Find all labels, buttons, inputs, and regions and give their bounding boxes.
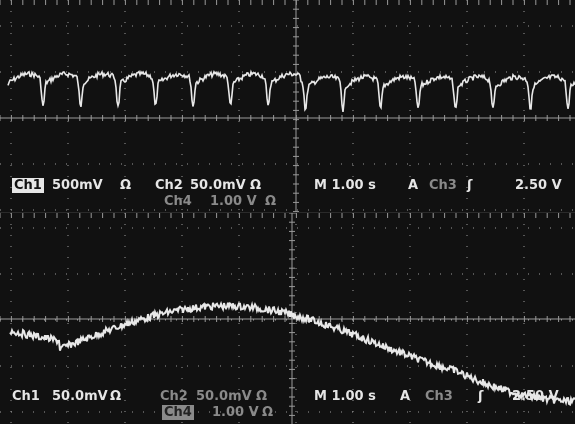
trigger-slope-icon: ʃ — [467, 178, 473, 193]
time-base: M 1.00 s — [314, 389, 376, 404]
time-base: M 1.00 s — [314, 178, 376, 193]
ch1-label: Ch1 — [12, 389, 40, 404]
ch2-label: Ch2 — [155, 178, 183, 193]
ch1-impedance: Ω — [120, 178, 132, 193]
trace-lower — [9, 300, 575, 407]
ch1-label: Ch1 — [12, 178, 44, 193]
trigger-level: 2.50 V — [515, 178, 562, 193]
ch4-label: Ch4 — [164, 194, 192, 209]
channel-readout-top: Ch1 500mV Ω Ch2 50.0mV Ω M 1.00 s A Ch3 … — [0, 178, 575, 212]
waveform-display-bottom — [0, 213, 575, 424]
waveform-display-top — [0, 0, 575, 212]
ch1-scale: 50.0mV — [52, 389, 108, 404]
ch4-impedance: Ω — [262, 405, 274, 420]
trace-upper — [7, 69, 575, 113]
ch2-scale: 50.0mV — [196, 389, 252, 404]
trigger-source: Ch3 — [425, 389, 453, 404]
ch2-label: Ch2 — [160, 389, 188, 404]
trigger-mode: A — [400, 389, 411, 404]
ch2-impedance: Ω — [256, 389, 268, 404]
trigger-slope-icon: ʃ — [478, 389, 484, 404]
ch4-impedance: Ω — [265, 194, 277, 209]
graticule — [0, 0, 575, 212]
oscilloscope-screen-bottom: Ch1 50.0mV Ω Ch2 50.0mV Ω M 1.00 s A Ch3… — [0, 213, 575, 424]
ch1-impedance: Ω — [110, 389, 122, 404]
ch1-scale: 500mV — [52, 178, 103, 193]
trigger-level: 2.50 V — [512, 389, 559, 404]
ch2-impedance: Ω — [250, 178, 262, 193]
channel-readout-bottom: Ch1 50.0mV Ω Ch2 50.0mV Ω M 1.00 s A Ch3… — [0, 389, 575, 424]
ch4-scale: 1.00 V — [210, 194, 257, 209]
ch4-label: Ch4 — [162, 405, 194, 420]
graticule — [0, 213, 575, 424]
trigger-mode: A — [408, 178, 419, 193]
ch2-scale: 50.0mV — [190, 178, 246, 193]
ch4-scale: 1.00 V — [212, 405, 259, 420]
oscilloscope-screen-top: Ch1 500mV Ω Ch2 50.0mV Ω M 1.00 s A Ch3 … — [0, 0, 575, 213]
trigger-source: Ch3 — [429, 178, 457, 193]
